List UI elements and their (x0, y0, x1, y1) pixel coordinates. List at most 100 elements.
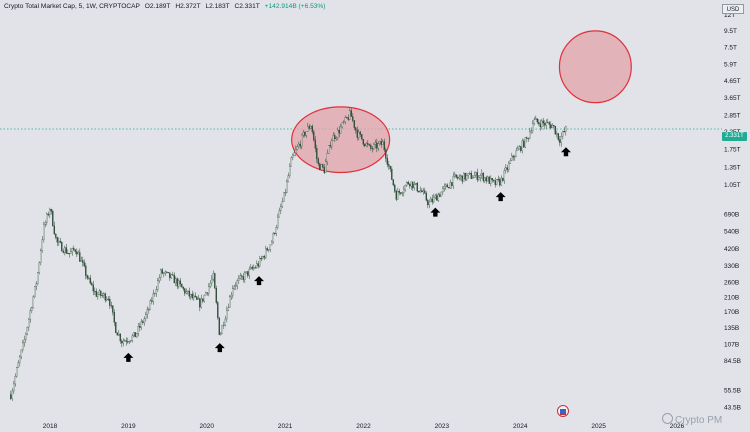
candle-body (493, 179, 495, 181)
candle-body (536, 118, 539, 123)
candle-body (461, 175, 464, 182)
candle-body (502, 177, 504, 181)
candle-body (130, 340, 132, 342)
candle-body (91, 282, 93, 286)
candle-body (224, 318, 227, 326)
arrow-up-icon (430, 207, 441, 217)
candle-body (232, 288, 234, 296)
candle-body (206, 292, 209, 294)
candle-body (322, 164, 324, 168)
candle-body (361, 134, 363, 140)
candle-body (161, 269, 164, 274)
candle-body (35, 283, 38, 287)
candle-body (464, 172, 467, 180)
candle-body (151, 300, 153, 302)
candle-body (475, 172, 477, 176)
candle-body (368, 144, 371, 146)
candle-body (457, 176, 459, 179)
candle-body (436, 195, 438, 201)
y-tick-label: 84.5B (724, 358, 741, 365)
candle-body (254, 267, 257, 269)
candle-body (278, 210, 281, 218)
currency-selector[interactable]: USD (722, 4, 744, 14)
candle-body (304, 132, 306, 136)
candle-body (61, 242, 63, 252)
y-tick-label: 55.5B (724, 387, 741, 394)
candle-body (344, 117, 347, 123)
candle-body (356, 130, 359, 138)
candle-body (517, 148, 519, 151)
candle-body (544, 123, 546, 126)
candle-body (424, 190, 426, 194)
candle-body (176, 278, 179, 287)
highlight-ellipse-2 (558, 30, 632, 104)
candle-body (155, 289, 158, 294)
candle-body (509, 160, 512, 164)
y-tick-label: 540B (724, 228, 739, 235)
candle-body (305, 131, 308, 136)
candle-body (325, 161, 327, 173)
candle-body (383, 141, 386, 151)
candle-body (308, 126, 311, 129)
candle-body (202, 298, 204, 302)
candle-body (412, 181, 414, 189)
highlight-ellipse-1 (291, 106, 391, 174)
candle-body (205, 292, 207, 296)
candle-body (338, 129, 341, 134)
candle-body (157, 280, 159, 290)
flag-icon[interactable] (557, 405, 569, 417)
candle-body (316, 148, 318, 160)
candle-body (332, 135, 335, 141)
candle-body (193, 295, 195, 299)
candle-body (142, 321, 144, 323)
candle-body (484, 177, 486, 181)
candle-body (323, 167, 326, 173)
candle-body (80, 260, 83, 262)
candle-body (545, 122, 548, 126)
candle-body (164, 271, 167, 274)
candle-body (55, 233, 57, 238)
candle-body (395, 191, 398, 200)
candle-body (497, 179, 500, 180)
candle-body (467, 173, 470, 176)
candle-body (281, 201, 284, 208)
candle-body (139, 326, 141, 328)
candle-body (391, 168, 393, 180)
candle-body (40, 250, 42, 263)
candle-body (71, 248, 74, 252)
watermark-text: Crypto PM (675, 415, 723, 426)
candle-body (280, 206, 282, 211)
candle-body (127, 341, 129, 343)
candle-body (508, 163, 510, 170)
candle-body (158, 277, 161, 281)
candle-body (215, 288, 218, 303)
candle-body (452, 175, 455, 186)
y-tick-label: 420B (724, 246, 739, 253)
candle-body (115, 322, 117, 333)
candle-body (22, 342, 24, 351)
candle-body (458, 176, 461, 179)
candle-body (34, 286, 36, 297)
y-tick-label: 2.85T (724, 112, 741, 119)
candle-body (14, 376, 17, 385)
candle-body (427, 200, 429, 206)
x-axis: 2018 2019 2020 2021 2022 2023 2024 2025 2026 (43, 423, 685, 430)
candle-body (88, 277, 90, 279)
candle-body (271, 241, 273, 246)
candle-body (116, 332, 119, 336)
watermark-icon (662, 413, 673, 424)
candle-body (50, 209, 53, 212)
arrow-up-icon (214, 343, 225, 353)
candle-body (185, 291, 188, 294)
candle-body (236, 280, 239, 286)
candle-body (397, 191, 399, 200)
candle-body (199, 298, 201, 308)
candle-body (77, 252, 80, 255)
candle-body (70, 251, 72, 254)
candle-body (194, 295, 197, 297)
candle-body (20, 349, 23, 358)
y-tick-label: 330B (724, 263, 739, 270)
candle-body (208, 286, 210, 294)
